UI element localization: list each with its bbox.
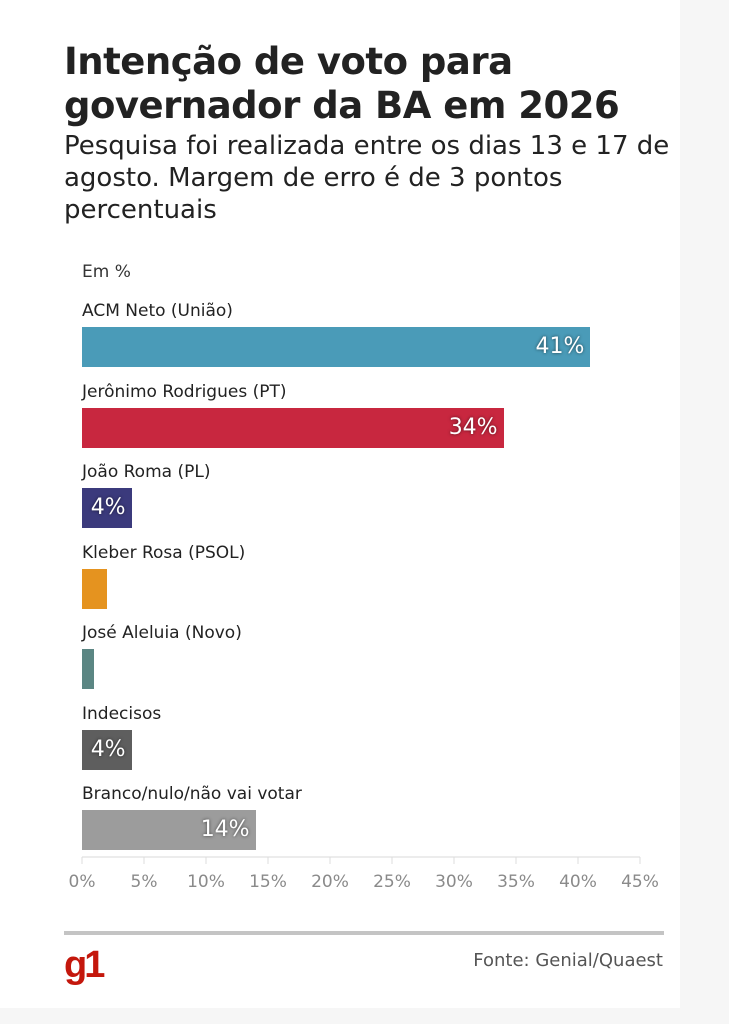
- tick-label: 30%: [435, 872, 473, 892]
- tick-label: 0%: [69, 872, 96, 892]
- bar: [82, 649, 95, 689]
- category-label: ACM Neto (União): [82, 301, 233, 321]
- chart-subtitle: Pesquisa foi realizada entre os dias 13 …: [64, 131, 670, 225]
- category-label: José Aleluia (Novo): [82, 623, 242, 643]
- bar-value-label: 4%: [90, 736, 126, 762]
- bar: 4%: [82, 488, 132, 528]
- footer-divider: [64, 931, 664, 935]
- bar: [82, 568, 107, 609]
- g1-logo: g1: [64, 944, 105, 986]
- tick-label: 45%: [621, 872, 659, 892]
- chart-title: Intenção de voto para governador da BA e…: [64, 40, 620, 127]
- bar-value-label: 34%: [448, 414, 498, 440]
- bar: 4%: [82, 729, 132, 770]
- bar: 14%: [82, 810, 256, 850]
- tick-label: 10%: [187, 872, 225, 892]
- category-label: Jerônimo Rodrigues (PT): [82, 381, 287, 402]
- category-label: João Roma (PL): [82, 462, 211, 482]
- tick-label: 5%: [131, 872, 158, 892]
- bar-value-label: 14%: [200, 817, 250, 842]
- category-label: Branco/nulo/não vai votar: [82, 784, 302, 804]
- tick-label: 20%: [311, 872, 349, 892]
- tick-label: 25%: [373, 872, 411, 892]
- category-label: Kleber Rosa (PSOL): [82, 542, 246, 563]
- bar-value-label: 4%: [90, 495, 126, 520]
- bar-value-label: 41%: [535, 334, 585, 359]
- tick-label: 40%: [559, 872, 597, 892]
- tick-label: 15%: [249, 872, 287, 892]
- bar: 34%: [82, 407, 504, 448]
- category-label: Indecisos: [82, 703, 162, 724]
- tick-label: 35%: [497, 872, 535, 892]
- source-note: Fonte: Genial/Quaest: [473, 950, 663, 971]
- bar: 41%: [82, 327, 591, 367]
- unit-label: Em %: [82, 262, 131, 282]
